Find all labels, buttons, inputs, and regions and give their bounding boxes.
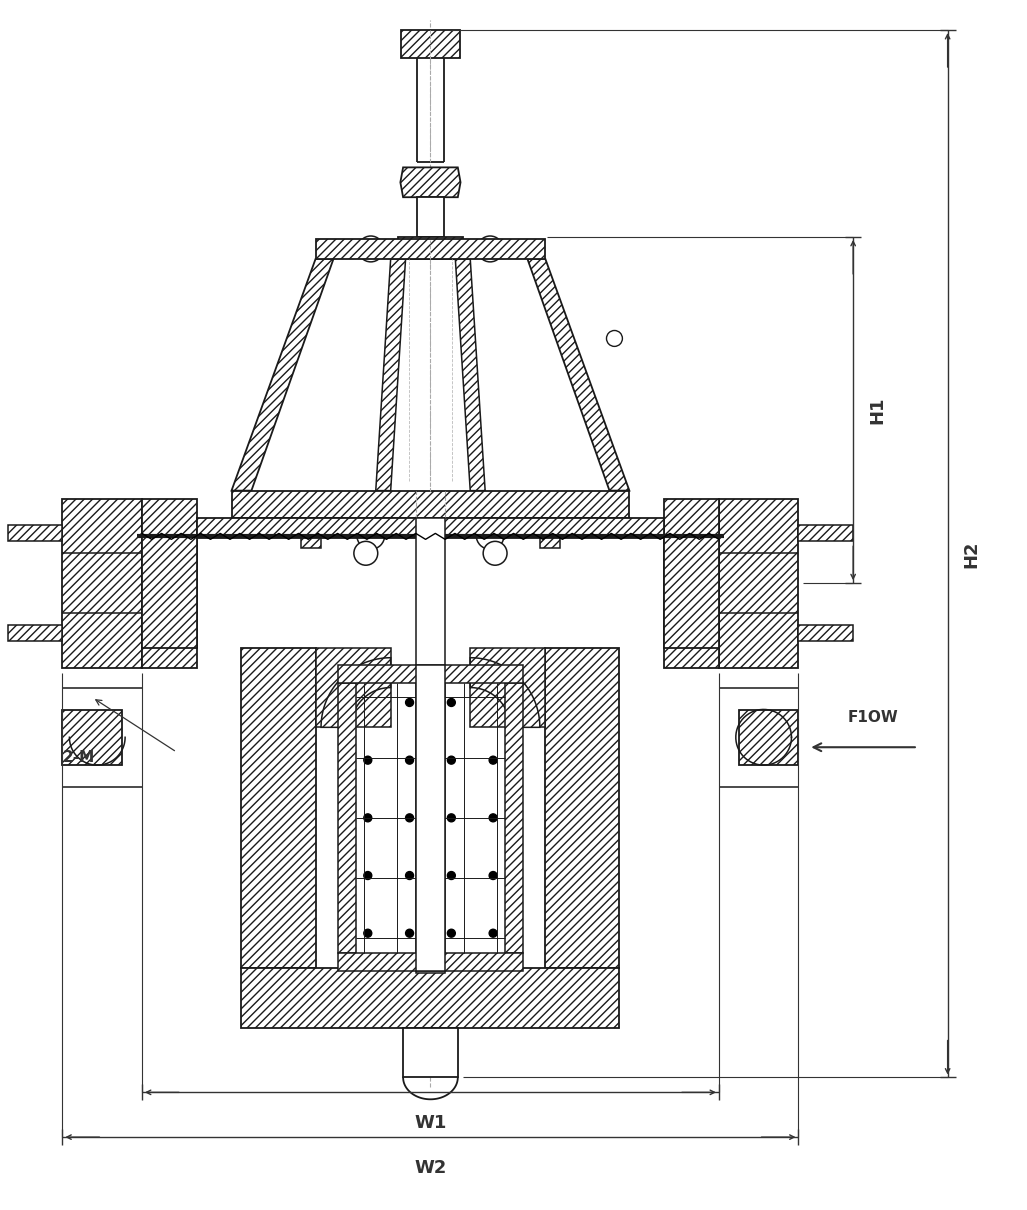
Polygon shape [416,664,446,970]
Polygon shape [738,710,798,765]
Polygon shape [417,197,445,237]
Polygon shape [142,499,197,647]
Circle shape [448,871,455,880]
Polygon shape [321,658,390,727]
Circle shape [489,814,497,822]
Circle shape [406,814,414,822]
Polygon shape [470,647,545,727]
Polygon shape [545,647,619,968]
Polygon shape [528,259,630,490]
Polygon shape [401,167,460,197]
Circle shape [406,756,414,765]
Circle shape [364,814,372,822]
Text: W2: W2 [414,1159,447,1177]
Polygon shape [455,259,485,490]
Polygon shape [338,953,523,970]
Circle shape [489,698,497,707]
Circle shape [356,522,385,549]
Polygon shape [63,499,142,668]
Polygon shape [404,1027,458,1077]
Circle shape [448,698,455,707]
Polygon shape [8,624,63,641]
Polygon shape [376,259,406,490]
Polygon shape [231,490,630,518]
Polygon shape [401,30,460,58]
Polygon shape [798,624,853,641]
Polygon shape [63,710,122,765]
Text: W1: W1 [414,1114,447,1133]
Text: F1OW: F1OW [847,710,899,725]
Polygon shape [540,518,560,548]
Circle shape [607,330,622,346]
Circle shape [483,541,507,565]
Polygon shape [241,647,316,968]
Polygon shape [8,525,63,541]
Polygon shape [664,518,719,668]
Polygon shape [142,518,197,668]
Polygon shape [197,518,664,538]
Polygon shape [398,237,463,259]
Circle shape [448,814,455,822]
Text: 2-M: 2-M [63,750,94,765]
Polygon shape [338,664,523,682]
Circle shape [478,236,503,261]
Circle shape [406,871,414,880]
Circle shape [768,623,789,643]
Circle shape [357,236,384,261]
Circle shape [364,756,372,765]
Circle shape [364,698,372,707]
Circle shape [364,871,372,880]
Circle shape [364,929,372,938]
Polygon shape [416,518,446,973]
Circle shape [406,698,414,707]
Circle shape [72,524,92,543]
Polygon shape [798,525,853,541]
Polygon shape [664,499,719,647]
Circle shape [489,871,497,880]
Circle shape [489,929,497,938]
Polygon shape [719,499,798,668]
Circle shape [448,929,455,938]
Polygon shape [470,658,540,727]
Polygon shape [338,682,356,953]
Polygon shape [301,518,321,548]
Circle shape [72,623,92,643]
Polygon shape [315,240,545,259]
Circle shape [448,756,455,765]
Polygon shape [241,968,619,1027]
Circle shape [768,524,789,543]
Text: H1: H1 [868,397,886,423]
Polygon shape [316,647,390,727]
Circle shape [406,929,414,938]
Circle shape [477,522,504,549]
Circle shape [354,541,378,565]
Polygon shape [505,682,523,953]
Circle shape [489,756,497,765]
Polygon shape [231,259,334,490]
Text: H2: H2 [962,540,981,567]
